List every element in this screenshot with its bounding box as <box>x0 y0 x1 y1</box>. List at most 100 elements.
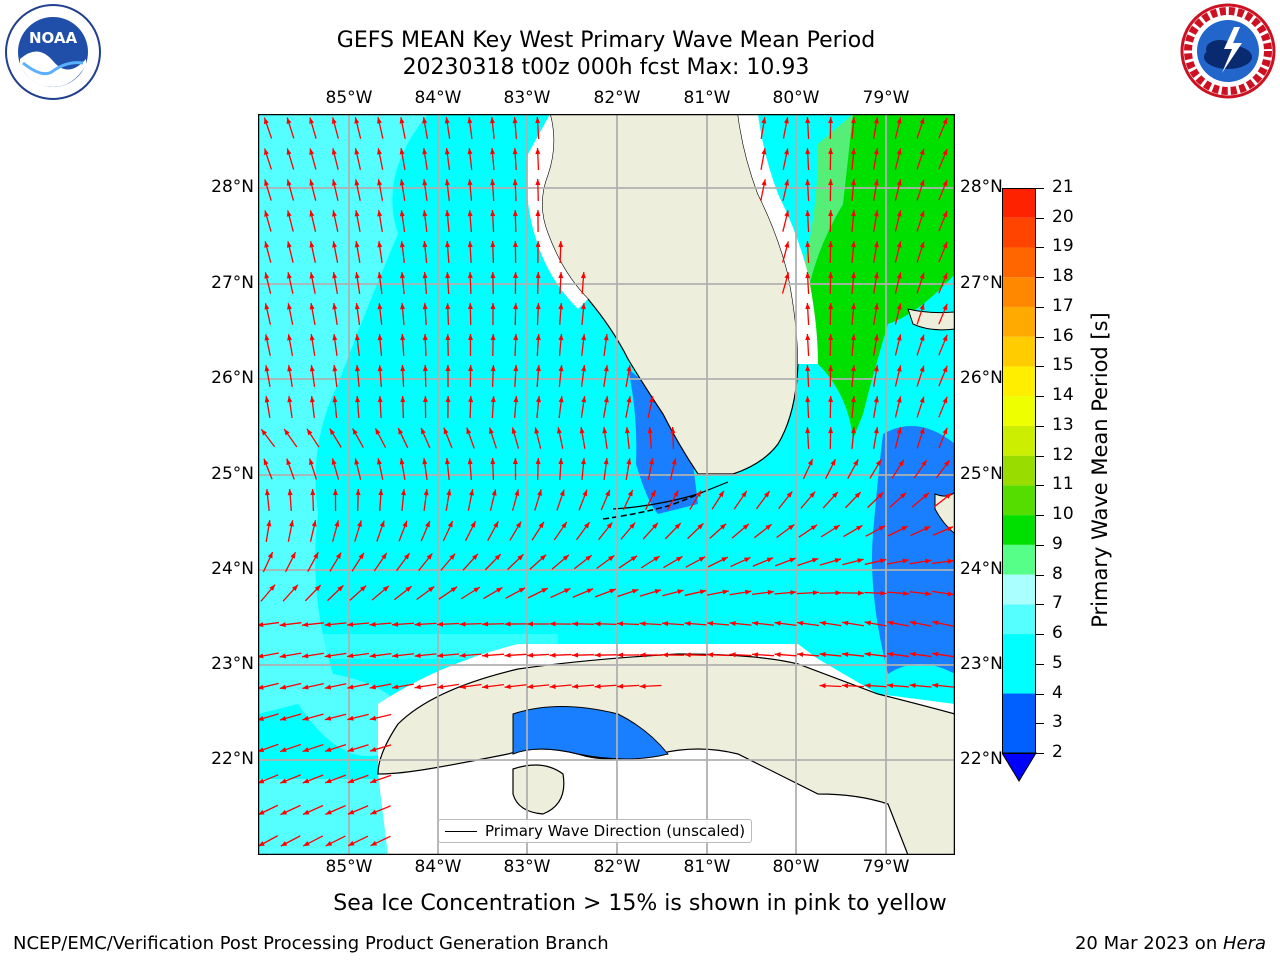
wave-arrow <box>414 683 437 690</box>
wave-arrow <box>512 147 518 171</box>
colorbar-tick-mark <box>1036 634 1044 636</box>
wave-arrow <box>347 713 369 721</box>
wave-arrow <box>603 334 609 356</box>
wave-arrow <box>355 488 361 512</box>
wave-arrow <box>558 364 564 388</box>
wave-arrow <box>684 621 707 627</box>
wave-arrow <box>302 743 324 753</box>
wave-arrow <box>805 395 811 419</box>
wave-arrow <box>378 488 384 512</box>
wave-arrow <box>287 396 293 418</box>
wave-arrow <box>662 589 684 597</box>
wave-arrow <box>894 303 902 325</box>
wave-arrow <box>624 426 630 450</box>
wave-arrow <box>828 302 834 326</box>
wave-arrow <box>377 395 383 419</box>
wave-arrow <box>916 272 925 294</box>
wave-arrow <box>864 620 887 627</box>
wave-arrow <box>535 457 541 481</box>
wave-arrow <box>422 333 428 357</box>
wave-arrow <box>938 334 948 356</box>
legend-line-icon <box>445 830 477 832</box>
wave-arrow <box>369 744 392 752</box>
wave-arrow <box>778 490 793 510</box>
wave-arrow <box>258 804 279 816</box>
colorbar <box>1002 188 1037 782</box>
map-frame <box>258 114 955 855</box>
wave-arrow <box>309 179 317 201</box>
wave-arrow <box>828 395 834 419</box>
wave-arrow <box>667 490 679 510</box>
wave-arrow <box>661 652 685 658</box>
wave-arrow <box>869 459 882 479</box>
wave-arrow <box>286 148 295 170</box>
wave-arrow <box>309 458 317 480</box>
wave-arrow <box>594 621 617 627</box>
wave-arrow <box>484 553 502 571</box>
wave-arrow <box>535 302 541 326</box>
wave-arrow <box>938 396 948 418</box>
wave-arrow <box>490 178 496 202</box>
colorbar-tick-mark <box>1036 306 1044 308</box>
wave-arrow <box>729 620 752 626</box>
wave-arrow <box>841 651 865 657</box>
wave-arrow <box>820 524 841 538</box>
wave-arrow <box>729 652 752 658</box>
wave-arrow <box>938 272 948 294</box>
colorbar-tick: 5 <box>1052 652 1063 673</box>
lon-tick-bottom: 79°W <box>862 857 910 877</box>
wave-arrow <box>850 302 856 326</box>
wave-arrow <box>264 241 272 263</box>
wave-arrow <box>422 240 428 264</box>
wave-arrow <box>512 209 518 233</box>
wave-arrow <box>663 555 683 569</box>
wave-arrow <box>377 241 383 263</box>
wave-arrow <box>535 147 541 171</box>
wave-arrow <box>639 652 662 658</box>
lon-tick-bottom: 81°W <box>683 857 731 877</box>
wave-arrow <box>828 116 834 140</box>
wave-arrow <box>800 491 816 509</box>
wave-arrow <box>796 590 820 596</box>
wave-arrow <box>550 587 571 599</box>
wave-arrow <box>482 683 504 690</box>
colorbar-label: Primary Wave Mean Period [s] <box>1088 312 1112 628</box>
lon-tick-bottom: 84°W <box>414 857 462 877</box>
wave-arrow <box>504 652 527 658</box>
wave-arrow <box>444 457 450 481</box>
wave-arrow <box>422 117 429 139</box>
wave-arrow <box>909 620 932 627</box>
wave-arrow <box>886 590 910 596</box>
wave-arrow <box>377 458 384 480</box>
wave-arrow <box>490 395 496 419</box>
wave-arrow <box>864 651 887 657</box>
wave-arrow <box>913 459 928 479</box>
wave-arrow <box>331 520 340 542</box>
wave-arrow <box>287 365 293 387</box>
wave-arrow <box>553 521 568 541</box>
wave-arrow <box>490 364 496 388</box>
wave-arrow <box>309 334 316 356</box>
wave-arrow <box>309 365 316 387</box>
wave-arrow <box>805 147 811 171</box>
wave-arrow <box>571 683 595 689</box>
wave-arrow <box>909 651 932 658</box>
wave-arrow <box>911 492 930 508</box>
wave-arrow <box>938 365 948 387</box>
wave-arrow <box>894 148 902 170</box>
wave-arrow <box>819 620 842 627</box>
wave-arrow <box>513 333 519 357</box>
colorbar-segment <box>1002 634 1036 694</box>
wave-direction-arrows <box>258 116 955 847</box>
colorbar-tick-mark <box>1036 366 1044 368</box>
lon-tick-top: 81°W <box>683 88 731 108</box>
colorbar-segment <box>1002 693 1036 753</box>
wave-arrow <box>347 835 369 847</box>
wave-arrow <box>354 520 362 542</box>
wave-arrow <box>487 521 499 541</box>
wave-arrow <box>263 148 273 170</box>
colorbar-segment <box>1002 515 1036 545</box>
wave-arrow <box>325 835 346 847</box>
wave-arrow <box>420 520 431 542</box>
wave-arrow <box>467 302 473 326</box>
